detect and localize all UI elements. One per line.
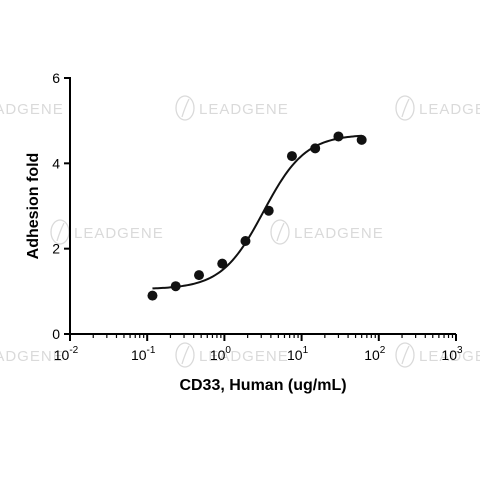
y-tick-label: 6: [52, 70, 60, 86]
watermark-logo: LEADGENE: [270, 219, 384, 245]
axes: [64, 77, 457, 341]
leaf-icon: [270, 219, 290, 245]
leaf-icon: [175, 342, 195, 368]
data-points: [147, 131, 367, 301]
y-tick-label: 0: [52, 326, 60, 342]
watermark-brand: LEADGENE: [294, 225, 384, 242]
watermark-brand: LEADGENE: [0, 348, 64, 365]
watermark-brand: LEADGENE: [199, 101, 289, 118]
data-point: [217, 258, 228, 269]
y-axis-title: Adhesion fold: [25, 153, 42, 260]
data-point: [170, 281, 181, 292]
leaf-stem-icon: [181, 98, 190, 118]
watermark-logo: LEADGENE: [50, 219, 164, 245]
x-axis-title: CD33, Human (ug/mL): [179, 377, 346, 394]
leaf-stem-icon: [276, 222, 285, 242]
leaf-stem-icon: [401, 345, 410, 365]
leaf-stem-icon: [56, 222, 65, 242]
x-tick-label: 103: [441, 345, 463, 363]
watermark-brand: LEADGENE: [419, 101, 480, 118]
x-tick-label: 102: [364, 345, 386, 363]
data-point: [333, 131, 344, 142]
data-point: [310, 143, 321, 154]
watermark-layer: LEADGENE LEADGENE LEADGENE LEADGENE LEADGENE…: [0, 95, 480, 368]
leaf-icon: [395, 95, 415, 121]
tick-labels: 0 2 4 6 10-2 10-1 100 101 102 103: [52, 70, 463, 363]
leaf-stem-icon: [401, 98, 410, 118]
fit-curve: [152, 134, 362, 290]
watermark-logo: LEADGENE: [395, 95, 480, 121]
data-point: [263, 205, 274, 216]
x-tick-label: 10-2: [54, 345, 79, 363]
x-tick-label: 100: [210, 345, 232, 363]
watermark-brand: LEADGENE: [199, 348, 289, 365]
y-tick-label: 2: [52, 241, 60, 257]
watermark-brand: LEADGENE: [0, 101, 64, 118]
watermark-logo: LEADGENE: [175, 342, 289, 368]
y-tick-label: 4: [52, 155, 60, 171]
data-point: [194, 270, 205, 281]
watermark-logo: LEADGENE: [395, 342, 480, 368]
x-tick-label: 101: [287, 345, 309, 363]
data-point: [240, 235, 251, 246]
leaf-stem-icon: [181, 345, 190, 365]
leaf-icon: [395, 342, 415, 368]
data-point: [286, 151, 297, 162]
leaf-icon: [175, 95, 195, 121]
watermark-logo: LEADGENE: [0, 101, 64, 118]
watermark-brand: LEADGENE: [419, 348, 480, 365]
data-point: [147, 290, 158, 301]
x-tick-label: 10-1: [131, 345, 156, 363]
watermark-logo: LEADGENE: [175, 95, 289, 121]
watermark-logo: LEADGENE: [0, 348, 64, 365]
data-point: [356, 134, 367, 145]
watermark-brand: LEADGENE: [74, 225, 164, 242]
